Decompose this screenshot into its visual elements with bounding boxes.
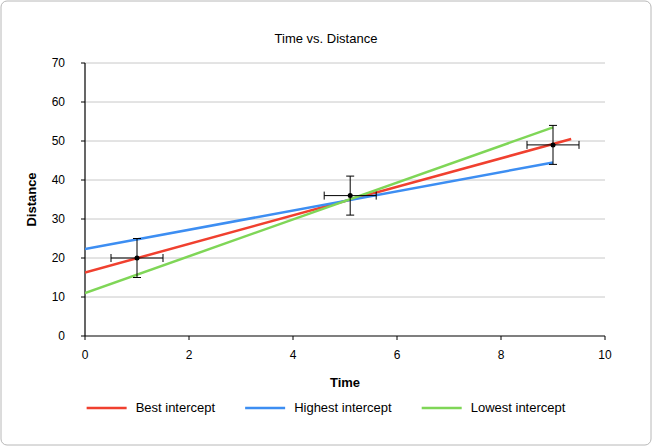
x-tick-label: 8 [498, 348, 505, 362]
data-point [135, 256, 140, 261]
y-tick-label: 30 [52, 212, 66, 226]
series-line [85, 162, 553, 249]
y-tick-label: 50 [52, 134, 66, 148]
grid-line [85, 180, 605, 181]
error-cap [549, 125, 557, 126]
legend-label: Highest intercept [294, 400, 392, 415]
legend: Best intercept Highest intercept Lowest in… [87, 400, 566, 415]
y-tick-label: 70 [52, 56, 66, 70]
error-cap [133, 277, 141, 278]
error-cap [579, 141, 580, 149]
grid-line [85, 102, 605, 103]
y-axis [84, 63, 85, 336]
x-tick-label: 4 [290, 348, 297, 362]
x-tick-label: 10 [598, 348, 612, 362]
error-cap [346, 176, 354, 177]
error-cap [527, 141, 528, 149]
legend-swatch [245, 407, 285, 410]
x-tick-label: 2 [186, 348, 193, 362]
x-axis [85, 335, 605, 336]
y-axis-label: Distance [24, 172, 39, 226]
error-cap [549, 164, 557, 165]
error-cap [133, 238, 141, 239]
y-tick-label: 60 [52, 95, 66, 109]
y-tick-label: 10 [52, 290, 66, 304]
legend-label: Best intercept [136, 400, 216, 415]
error-cap [324, 192, 325, 200]
x-tick-label: 0 [82, 348, 89, 362]
x-tick-label: 6 [394, 348, 401, 362]
y-tick-label: 40 [52, 173, 66, 187]
error-cap [163, 254, 164, 262]
plot-area [85, 125, 579, 293]
grid-line [85, 63, 605, 64]
data-point [551, 142, 556, 147]
legend-swatch [87, 407, 127, 410]
x-axis-label: Time [330, 375, 360, 390]
error-cap [346, 215, 354, 216]
chart: Time vs. Distance 0 10 20 30 40 50 60 70 0 2 4 6 8 10 T… [0, 0, 652, 446]
grid-line [85, 219, 605, 220]
error-cap [111, 254, 112, 262]
y-tick-label: 0 [58, 329, 65, 343]
series-line [85, 127, 553, 293]
legend-swatch [422, 407, 462, 410]
title: Time vs. Distance [275, 31, 378, 46]
error-cap [376, 192, 377, 200]
y-tick-label: 20 [52, 251, 66, 265]
grid-line [85, 297, 605, 298]
chart-frame [1, 1, 651, 445]
legend-label: Lowest intercept [471, 400, 566, 415]
data-point [348, 193, 353, 198]
